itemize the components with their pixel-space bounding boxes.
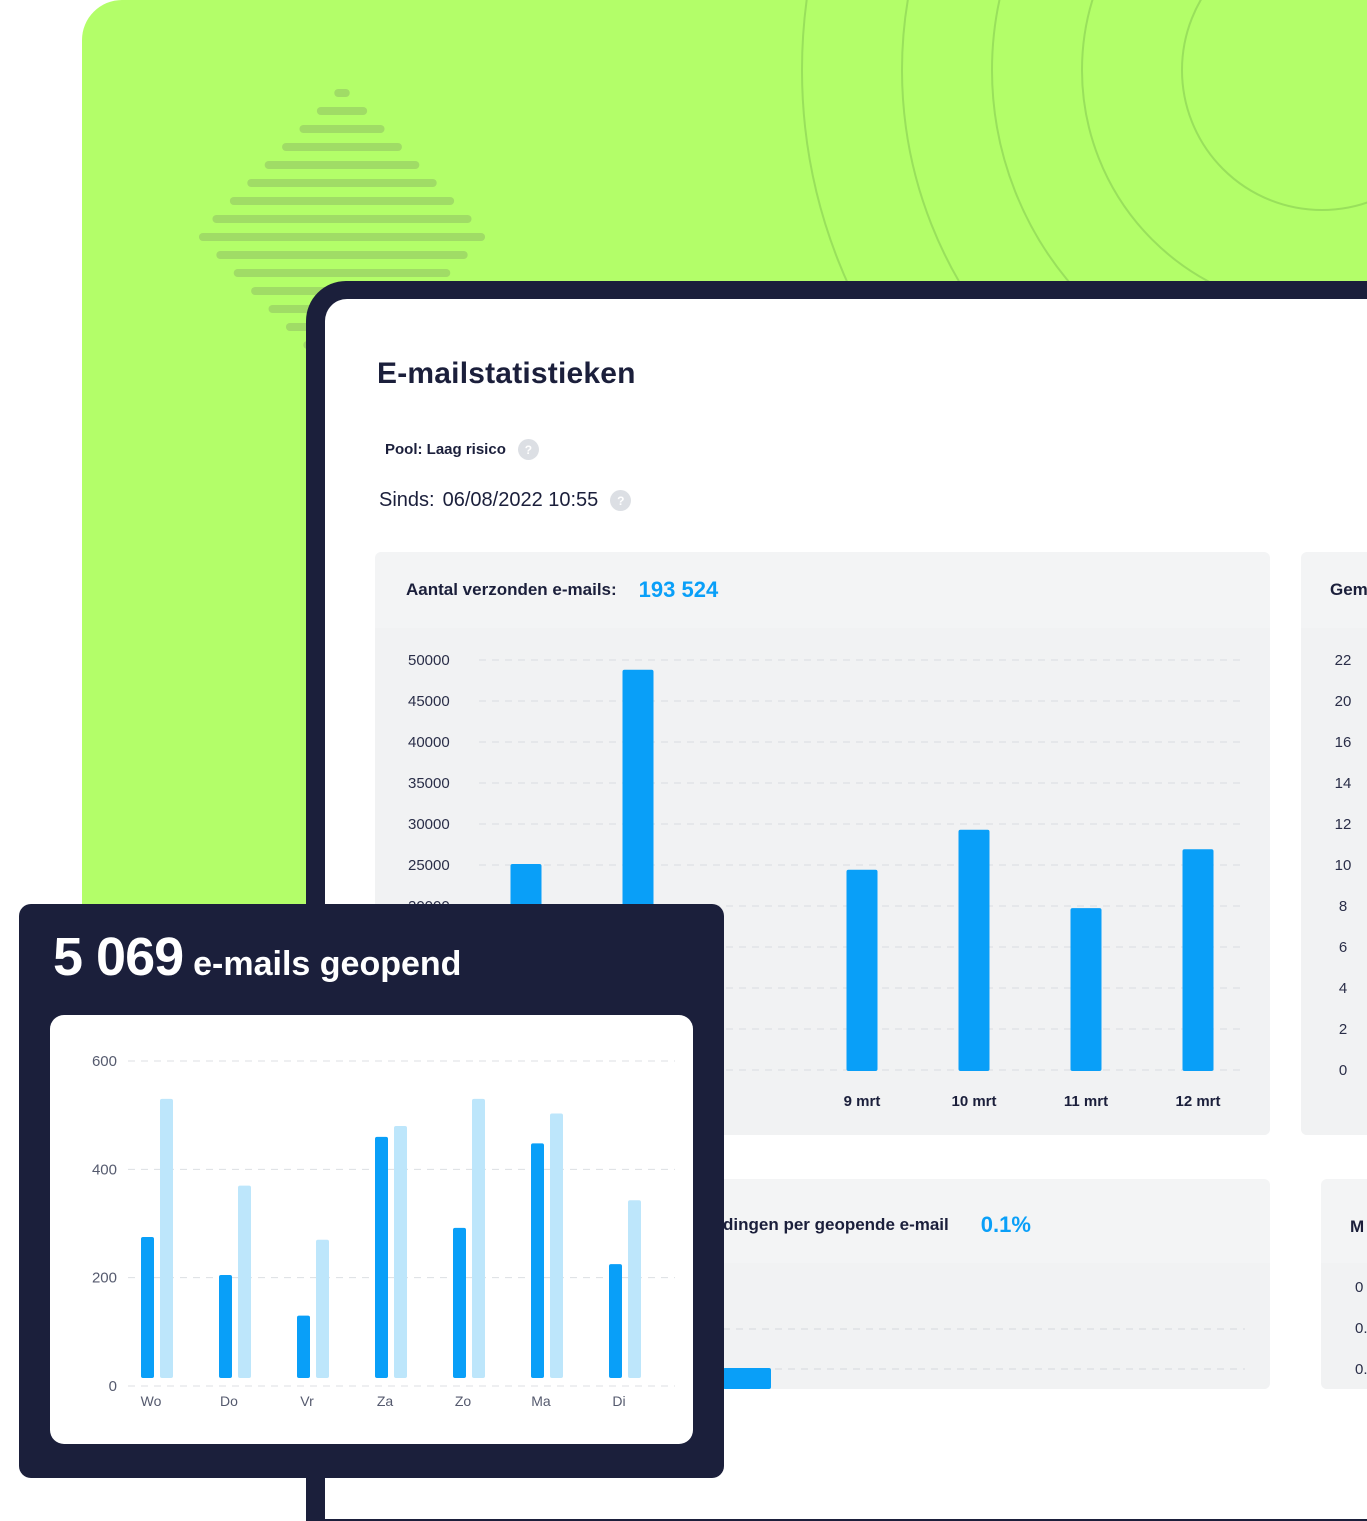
y-tick-label: 600 [92, 1053, 117, 1070]
since-row: Sinds: 06/08/2022 10:55 ? [379, 489, 632, 512]
stripe [229, 197, 455, 205]
pool-label: Pool: Laag risico [385, 441, 506, 458]
help-icon[interactable]: ? [610, 490, 632, 511]
chart-bar [160, 1098, 173, 1378]
x-tick-label: 10 mrt [951, 1093, 996, 1110]
pool-row: Pool: Laag risico ? [385, 439, 539, 460]
y-tick-label: 14 [1335, 775, 1352, 792]
card-header: M [1321, 1189, 1367, 1265]
chart-bar [238, 1185, 251, 1378]
y-tick-label: 22 [1335, 652, 1352, 669]
y-tick-label: 8 [1339, 898, 1347, 915]
opened-label: e-mails geopend [193, 945, 462, 983]
card-header: Gem [1301, 552, 1367, 628]
stripe [299, 125, 385, 133]
chart-bar [375, 1136, 388, 1378]
clicks-chart [723, 1328, 1245, 1389]
opened-chart-card: 600 400 200 0 Wo Do Vr Za Zo Ma Di [50, 1015, 693, 1444]
y-tick-label: 4 [1339, 980, 1347, 997]
stripe [198, 233, 486, 241]
card-header: Aantal verzonden e-mails: 193 524 [375, 552, 1270, 628]
chart-bar [846, 869, 878, 1071]
y-tick-label: 400 [92, 1161, 117, 1178]
stripe [247, 179, 437, 187]
y-tick-label: 6 [1339, 939, 1347, 956]
chart-bar [1070, 908, 1102, 1071]
help-icon[interactable]: ? [517, 439, 539, 460]
y-tick-label: 30000 [408, 816, 450, 833]
since-label: Sinds: [379, 489, 435, 511]
opened-emails-chart: 600 400 200 0 Wo Do Vr Za Zo Ma Di [92, 1053, 675, 1409]
y-tick-label: 40000 [408, 734, 450, 751]
y-tick-label: 10 [1335, 857, 1352, 874]
chart-bar [394, 1126, 407, 1378]
chart-bar [958, 829, 990, 1071]
y-tick-label: 20 [1335, 693, 1352, 710]
card-title: dingen per geopende e-mail [723, 1215, 949, 1234]
chart-area [1301, 628, 1367, 1135]
popup-header: 5 069 e-mails geopend [53, 926, 461, 988]
x-tick-label: Wo [141, 1393, 162, 1409]
y-tick-label: 16 [1335, 734, 1352, 751]
side-metric-card: M 0 0. 0. [1321, 1179, 1367, 1389]
since-value: 06/08/2022 10:55 [442, 489, 599, 511]
card-title: M [1350, 1217, 1365, 1236]
click-rate-value: 0.1% [980, 1212, 1031, 1237]
chart-bar [550, 1113, 563, 1378]
y-tick-label: 0 [109, 1378, 117, 1395]
x-tick-label: Do [220, 1393, 238, 1409]
chart-bar [723, 1368, 771, 1389]
x-tick-label: 9 mrt [844, 1093, 881, 1110]
chart-bar [453, 1227, 466, 1378]
chart-bar [1182, 849, 1214, 1071]
y-tick-label: 200 [92, 1270, 117, 1287]
chart-bar [316, 1239, 329, 1378]
x-tick-label: Di [612, 1393, 625, 1409]
stripe [334, 89, 350, 97]
stripe [264, 161, 420, 169]
opened-count: 5 069 [53, 927, 184, 987]
x-tick-label: Vr [300, 1393, 314, 1409]
opened-emails-popup: 5 069 e-mails geopend 600 400 200 0 Wo Do Vr Za… [19, 904, 724, 1478]
side-metric-chart: 0 0. 0. [1355, 1279, 1367, 1378]
y-tick-label: 0 [1339, 1062, 1347, 1079]
chart-bar [297, 1315, 310, 1378]
stripe [316, 107, 368, 115]
y-tick-label: 45000 [408, 693, 450, 710]
stripe [233, 269, 451, 277]
chart-bar [472, 1098, 485, 1378]
y-tick-label: 12 [1335, 816, 1352, 833]
chart-area [1321, 1263, 1367, 1389]
y-tick-label: 0 [1355, 1279, 1363, 1296]
y-tick-label: 35000 [408, 775, 450, 792]
sent-count-value: 193 524 [638, 577, 719, 602]
y-tick-label: 2 [1339, 1021, 1347, 1038]
x-tick-label: Ma [531, 1393, 551, 1409]
chart-bar [531, 1143, 544, 1378]
x-tick-label: 12 mrt [1175, 1093, 1220, 1110]
chart-bar [628, 1200, 641, 1378]
card-title: Gem [1330, 580, 1367, 599]
chart-bar [609, 1264, 622, 1378]
y-tick-label: 0. [1355, 1361, 1367, 1378]
x-tick-label: Za [377, 1393, 394, 1409]
x-tick-label: 11 mrt [1064, 1093, 1108, 1110]
average-card: Gem 22 20 16 14 12 10 8 6 4 2 0 [1301, 552, 1367, 1135]
y-tick-label: 25000 [408, 857, 450, 874]
y-tick-label: 50000 [408, 652, 450, 669]
page-title: E-mailstatistieken [377, 357, 636, 390]
stripe [212, 215, 472, 223]
card-title: Aantal verzonden e-mails: [406, 580, 617, 599]
chart-bar [219, 1274, 232, 1378]
stripe [216, 251, 468, 259]
chart-bar [141, 1237, 154, 1378]
x-tick-label: Zo [455, 1393, 472, 1409]
stripe [282, 143, 402, 151]
card-header: dingen per geopende e-mail 0.1% [375, 1187, 1270, 1263]
y-tick-label: 0. [1355, 1320, 1367, 1337]
